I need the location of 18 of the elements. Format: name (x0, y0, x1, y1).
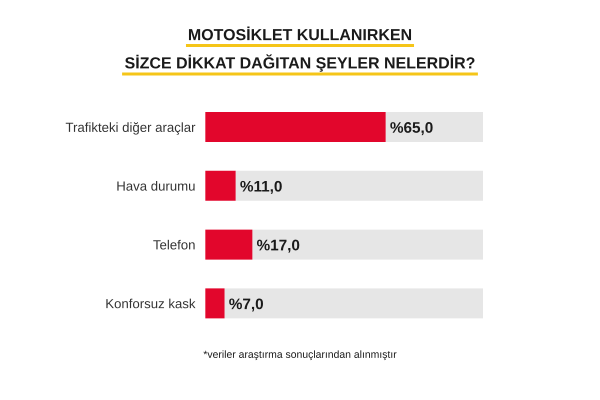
bar (224, 288, 483, 318)
bar (386, 112, 483, 142)
bar (205, 112, 386, 142)
bar (205, 170, 236, 201)
text: *veriler araştırma sonuçlarından alınmıştır (203, 350, 397, 360)
bar (205, 230, 252, 260)
y-tick-label: Konforsuz kask (106, 298, 196, 308)
data-label: %17,0 (256, 240, 300, 253)
data-label: %7,0 (229, 298, 264, 312)
y-tick-label: Telefon (153, 240, 195, 250)
y-tick-label: Hava durumu (117, 181, 195, 191)
bar (252, 230, 483, 260)
chart-title: MOTOSİKLET KULLANIRKEN SİZCE DİKKAT DAĞITAN ŞEYLER NELERDİR? (125, 26, 474, 72)
bar (205, 288, 225, 318)
bar (236, 170, 483, 201)
data-label: %11,0 (240, 180, 282, 194)
y-tick-label: Trafikteki diğer araçlar (66, 122, 196, 135)
data-label: %65,0 (390, 122, 433, 136)
